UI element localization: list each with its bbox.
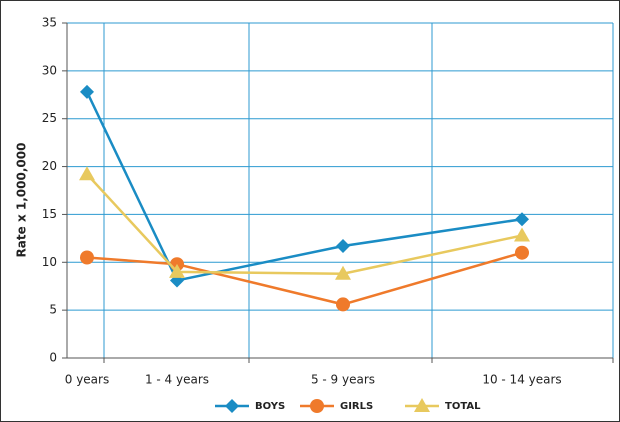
y-tick-label: 15 bbox=[42, 207, 57, 221]
marker bbox=[225, 399, 239, 413]
y-tick-label: 35 bbox=[42, 16, 57, 30]
legend-label: TOTAL bbox=[445, 401, 481, 412]
marker bbox=[80, 250, 94, 265]
legend-item: TOTAL bbox=[405, 398, 481, 412]
marker bbox=[310, 399, 324, 413]
marker bbox=[515, 212, 529, 227]
marker bbox=[335, 265, 351, 280]
marker bbox=[79, 166, 95, 181]
series-line bbox=[85, 91, 523, 282]
y-tick-label: 20 bbox=[42, 159, 57, 173]
series-line bbox=[86, 173, 523, 276]
marker bbox=[169, 263, 185, 278]
x-tick-label: 0 years bbox=[65, 373, 109, 387]
y-axis-title: Rate x 1,000,000 bbox=[15, 143, 29, 258]
marker bbox=[80, 84, 94, 99]
x-tick-label: 10 - 14 years bbox=[482, 373, 561, 387]
x-tick-label: 5 - 9 years bbox=[311, 373, 375, 387]
y-tick-label: 30 bbox=[42, 63, 57, 77]
y-tick-label: 10 bbox=[42, 255, 57, 269]
legend-label: BOYS bbox=[255, 401, 285, 412]
series-line bbox=[86, 251, 523, 306]
marker bbox=[336, 239, 350, 254]
legend-item: BOYS bbox=[215, 399, 285, 413]
legend-item: GIRLS bbox=[300, 399, 373, 413]
y-tick-label: 5 bbox=[49, 303, 57, 317]
legend-label: GIRLS bbox=[340, 401, 373, 412]
y-tick-label: 0 bbox=[49, 351, 57, 365]
y-tick-label: 25 bbox=[42, 111, 57, 125]
marker bbox=[414, 398, 430, 412]
x-tick-label: 1 - 4 years bbox=[145, 373, 209, 387]
marker bbox=[514, 227, 530, 242]
marker bbox=[515, 245, 529, 260]
marker bbox=[336, 297, 350, 312]
